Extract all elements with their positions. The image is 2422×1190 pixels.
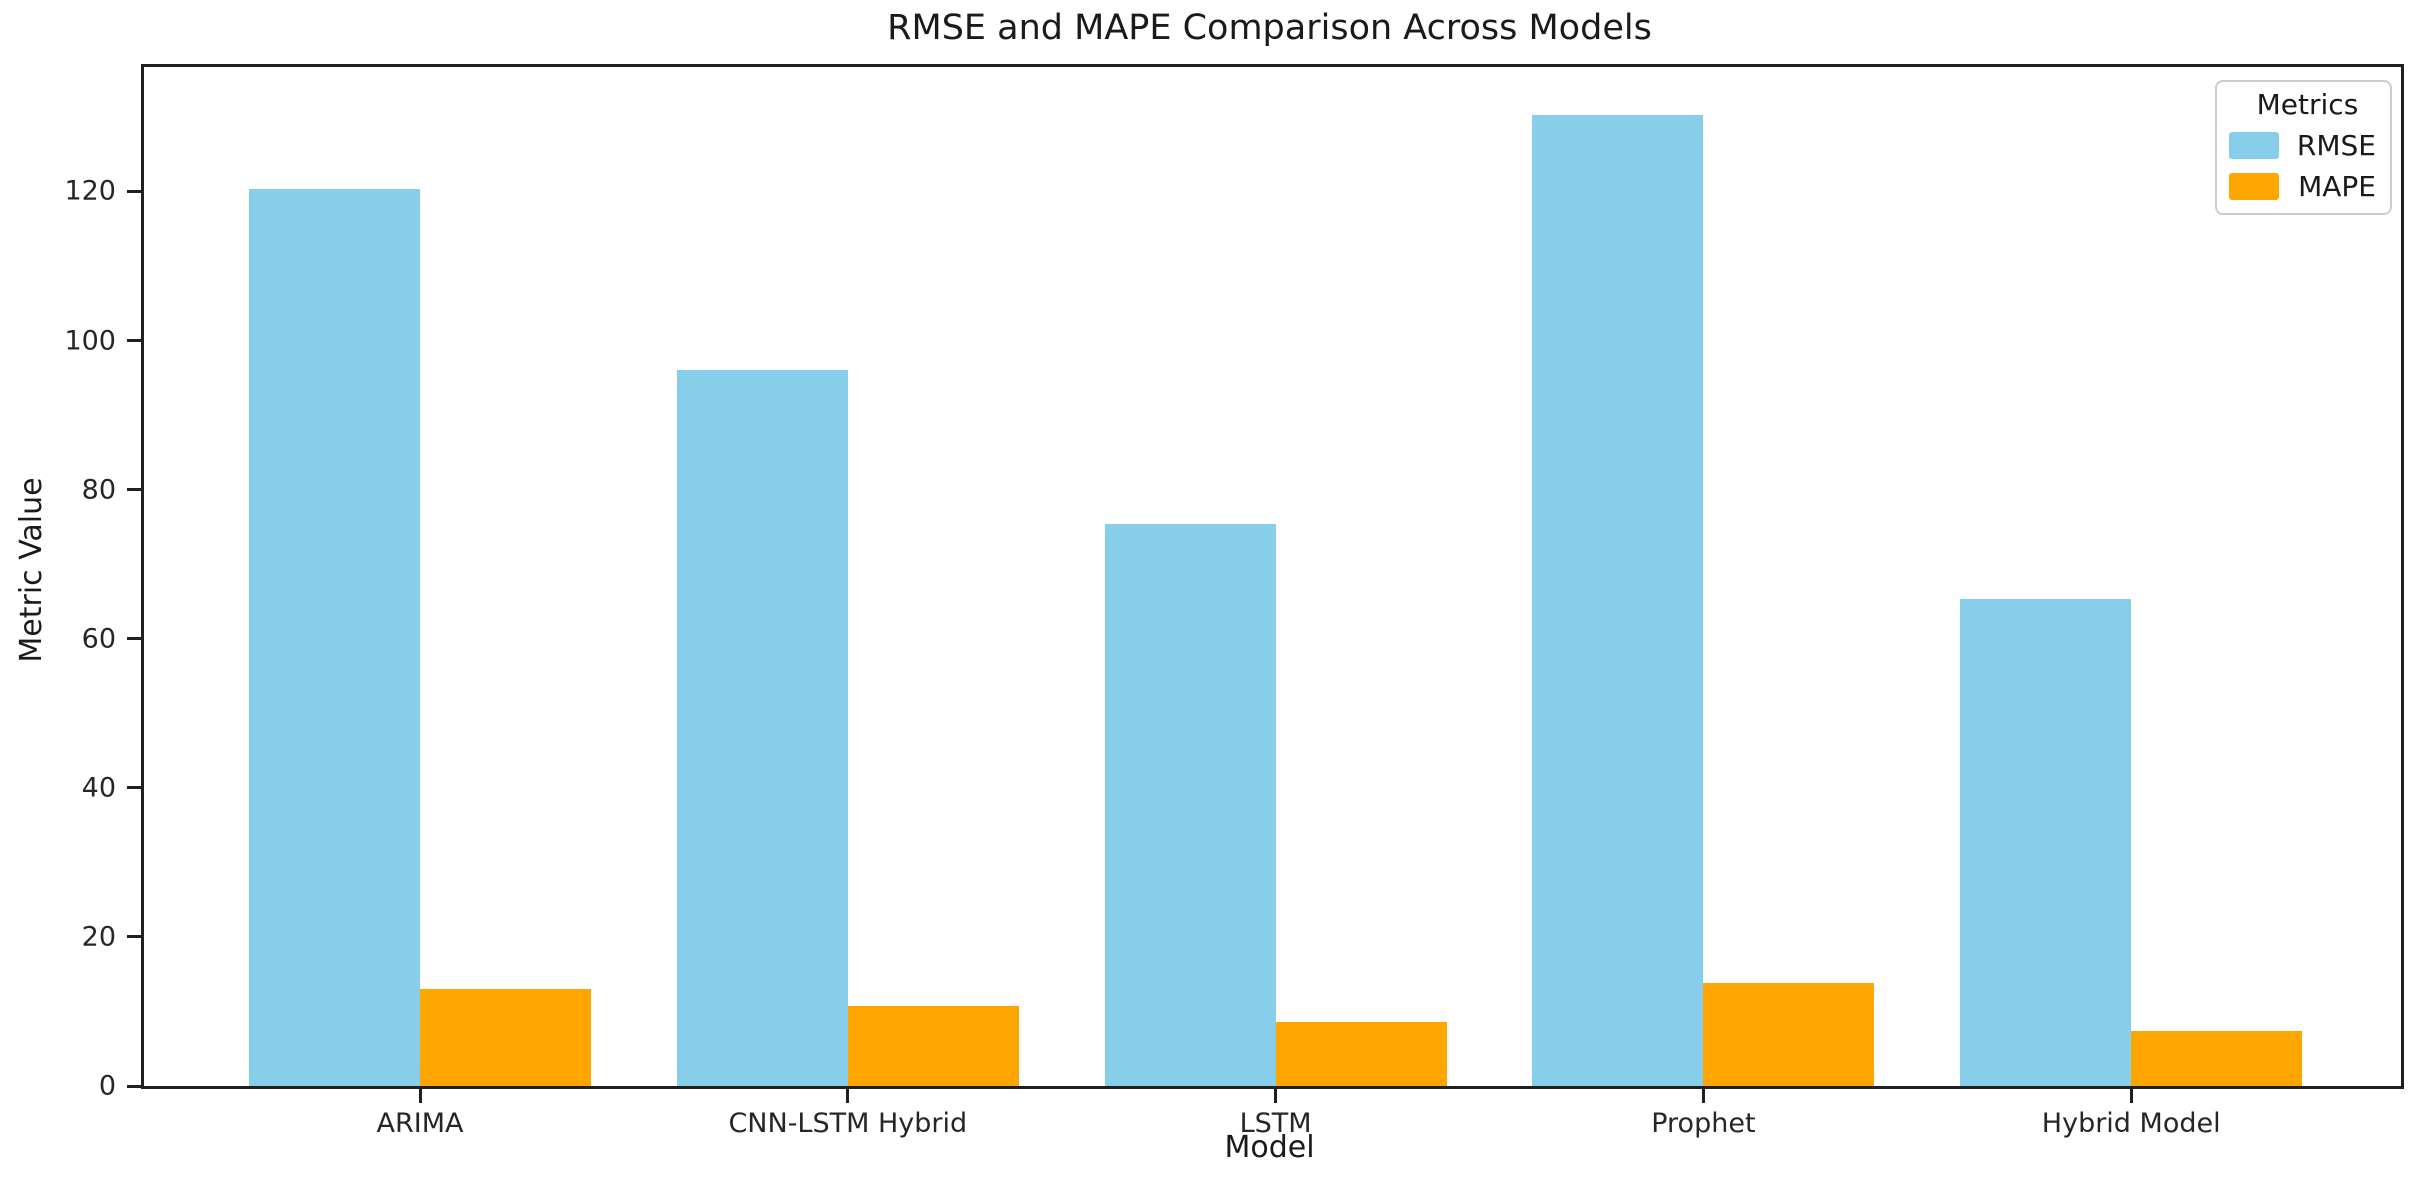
legend-item-rmse: RMSE: [2228, 129, 2376, 162]
x-axis-label: Model: [1224, 1130, 1315, 1165]
x-tick-label-lstm: LSTM: [1239, 1108, 1312, 1139]
y-tick-label-100: 100: [64, 325, 116, 357]
x-tick-mark-hybrid-model: [2129, 1089, 2133, 1103]
legend: Metrics RMSE MAPE: [2214, 80, 2392, 215]
y-tick-mark-0: [127, 1084, 141, 1088]
x-tick-label-hybrid-model: Hybrid Model: [2041, 1108, 2221, 1139]
x-tick-label-prophet: Prophet: [1651, 1108, 1756, 1139]
y-axis-label: Metric Value: [14, 477, 49, 663]
legend-title: Metrics: [2256, 88, 2359, 121]
y-tick-label-80: 80: [81, 474, 116, 506]
legend-label-rmse: RMSE: [2296, 129, 2376, 162]
bar-rmse-arima: [249, 189, 420, 1086]
y-tick-mark-120: [127, 189, 141, 193]
chart-title: RMSE and MAPE Comparison Across Models: [887, 8, 1652, 48]
y-tick-mark-100: [127, 339, 141, 343]
y-tick-mark-60: [127, 637, 141, 641]
x-tick-label-arima: ARIMA: [376, 1108, 464, 1139]
x-tick-mark-prophet: [1701, 1089, 1705, 1103]
y-tick-mark-80: [127, 488, 141, 492]
x-tick-label-cnn-lstm-hybrid: CNN-LSTM Hybrid: [728, 1108, 968, 1139]
y-tick-label-120: 120: [64, 175, 116, 207]
legend-label-mape: MAPE: [2298, 170, 2376, 203]
y-tick-label-40: 40: [81, 772, 116, 804]
bar-rmse-prophet: [1532, 114, 1704, 1086]
y-tick-label-0: 0: [98, 1070, 116, 1102]
y-tick-label-20: 20: [81, 921, 116, 953]
x-tick-mark-cnn-lstm-hybrid: [846, 1089, 850, 1103]
bar-mape-hybrid-model: [2131, 1030, 2303, 1086]
legend-item-mape: MAPE: [2228, 170, 2376, 203]
plot-area: Metrics RMSE MAPE 0 20 40 60 80 100 120 ARIMA CN…: [64, 64, 2404, 1139]
y-tick-label-60: 60: [81, 623, 116, 655]
bar-mape-arima: [420, 989, 591, 1086]
x-tick-mark-lstm: [1274, 1089, 1278, 1103]
bar-mape-cnn-lstm-hybrid: [847, 1005, 1019, 1086]
mape-swatch-icon: [2228, 173, 2279, 200]
bar-rmse-cnn-lstm-hybrid: [676, 370, 848, 1086]
rmse-swatch-icon: [2228, 132, 2279, 159]
y-tick-mark-20: [127, 935, 141, 939]
y-tick-mark-40: [127, 786, 141, 790]
bar-rmse-lstm: [1104, 523, 1276, 1086]
x-tick-mark-arima: [418, 1089, 422, 1103]
bar-rmse-hybrid-model: [1960, 598, 2132, 1086]
bar-mape-prophet: [1703, 983, 1875, 1086]
bar-mape-lstm: [1275, 1021, 1447, 1086]
